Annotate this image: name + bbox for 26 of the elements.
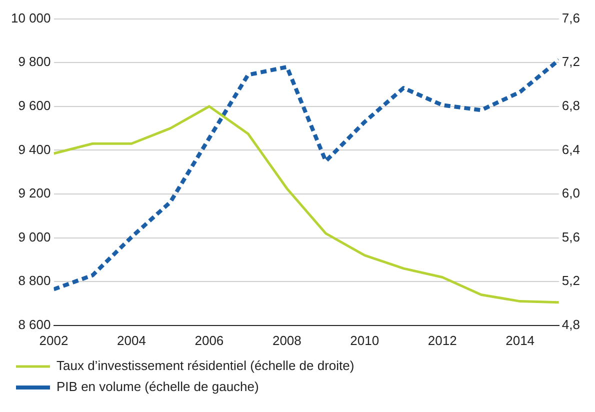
y2-tick-label: 6,4 [562,142,580,157]
x-tick-label: 2010 [350,332,380,348]
y2-tick-label: 6,8 [562,98,580,113]
legend-label: Taux d’investissement résidentiel (échelle de droite) [56,358,354,374]
y-tick-label: 9 600 [18,98,51,113]
y2-tick-label: 7,6 [562,10,580,26]
legend-label: PIB en volume (échelle de gauche) [56,379,259,394]
x-tick-label: 2002 [39,332,68,348]
x-tick-label: 2006 [194,332,224,348]
y2-tick-label: 6,0 [562,186,580,201]
y2-tick-label: 5,6 [562,229,580,244]
y2-tick-label: 5,2 [562,273,580,288]
y-tick-label: 10 000 [10,10,51,26]
y-tick-label: 8 600 [18,316,51,332]
y2-tick-label: 4,8 [562,316,580,332]
x-tick-label: 2008 [272,332,302,348]
x-tick-label: 2014 [506,332,535,348]
y-tick-label: 9 000 [18,229,51,244]
y2-tick-label: 7,2 [562,54,580,70]
line-series [54,58,559,292]
y-tick-label: 9 800 [18,54,51,70]
y-tick-label: 9 400 [18,142,51,157]
y-tick-label: 8 800 [18,273,51,288]
x-tick-label: 2012 [428,332,457,348]
y-tick-label: 9 200 [18,186,51,201]
x-tick-label: 2004 [117,332,146,348]
